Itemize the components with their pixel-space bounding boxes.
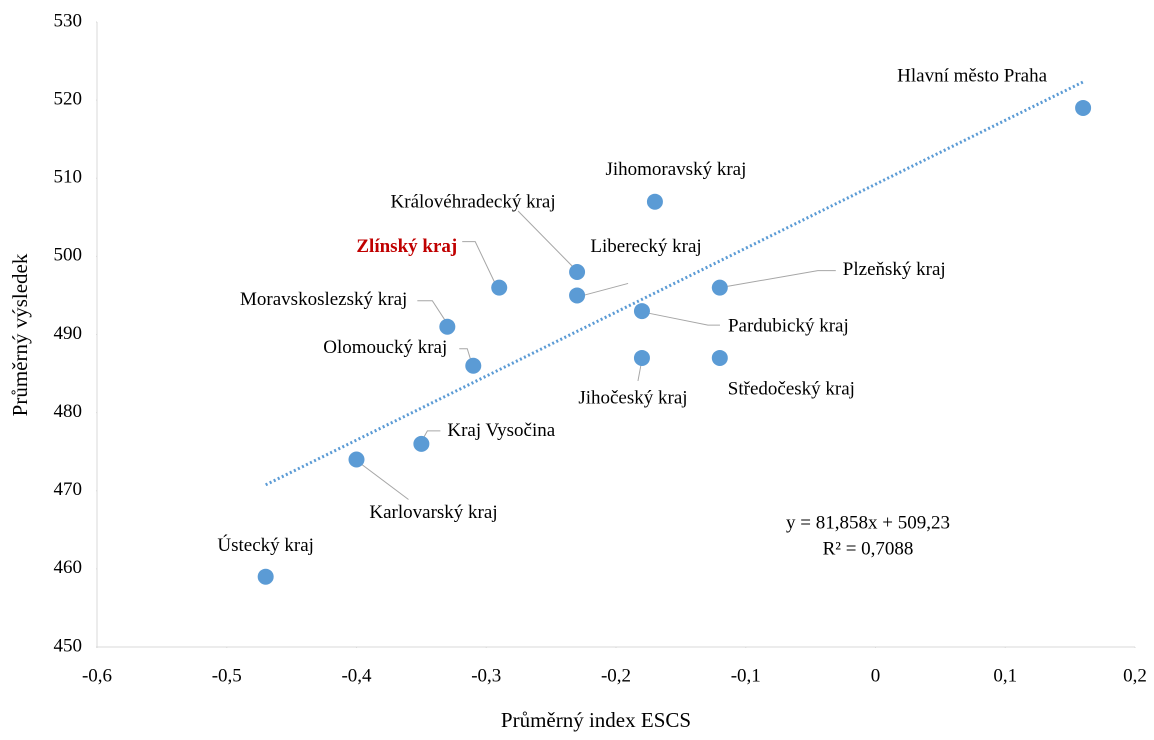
point-label: Jihomoravský kraj — [605, 159, 746, 180]
point-label: Moravskoslezský kraj — [240, 289, 407, 310]
y-tick-label: 530 — [54, 10, 83, 31]
y-tick-label: 450 — [54, 635, 83, 656]
point-label: Ústecký kraj — [217, 534, 314, 556]
point — [711, 279, 728, 296]
point-label: Olomoucký kraj — [323, 337, 447, 358]
y-axis-label: Průměrný výsledek — [8, 253, 32, 416]
y-tick-label: 460 — [54, 557, 83, 578]
x-tick-label: -0,2 — [601, 665, 631, 686]
y-tick-label: 490 — [54, 323, 83, 344]
x-tick-label: -0,4 — [341, 665, 372, 686]
leader-line — [417, 300, 446, 321]
point — [1075, 99, 1092, 116]
point-label: Pardubický kraj — [728, 315, 849, 336]
x-tick-label: -0,1 — [731, 665, 761, 686]
x-tick-label: -0,3 — [471, 665, 501, 686]
x-tick-label: 0,2 — [1123, 665, 1147, 686]
x-tick-label: -0,5 — [212, 665, 242, 686]
point — [439, 318, 456, 335]
point — [491, 279, 508, 296]
leader-line — [360, 463, 409, 500]
point — [257, 568, 274, 585]
point-label: Hlavní město Praha — [897, 65, 1047, 86]
x-tick-label: 0 — [871, 665, 881, 686]
y-tick-label: 480 — [54, 401, 83, 422]
point — [633, 303, 650, 320]
leader-line — [647, 312, 720, 326]
leader-line — [459, 348, 472, 362]
leader-line — [637, 364, 642, 382]
point — [413, 435, 430, 452]
point-label: Karlovarský kraj — [369, 502, 497, 523]
x-tick-label: -0,6 — [82, 665, 112, 686]
y-tick-label: 470 — [54, 479, 83, 500]
point — [646, 193, 663, 210]
leader-line — [517, 210, 574, 268]
x-axis-label: Průměrný index ESCS — [501, 708, 691, 732]
y-tick-label: 500 — [54, 245, 83, 266]
point-label: Plzeňský kraj — [843, 259, 946, 280]
point-label: Zlínský kraj — [356, 236, 457, 257]
leader-line — [582, 282, 629, 296]
point-label: Jihočeský kraj — [578, 387, 687, 408]
leader-line — [462, 241, 496, 284]
trend-r2: R² = 0,7088 — [823, 538, 914, 559]
y-tick-label: 510 — [54, 167, 83, 188]
point-label: Královéhradecký kraj — [391, 191, 556, 212]
point-label: Středočeský kraj — [728, 378, 855, 399]
point — [633, 349, 650, 366]
trend-equation: y = 81,858x + 509,23 — [786, 512, 950, 533]
point — [348, 451, 365, 468]
x-tick-label: 0,1 — [993, 665, 1017, 686]
point — [569, 287, 586, 304]
point — [711, 349, 728, 366]
y-tick-label: 520 — [54, 88, 83, 109]
trendline — [265, 80, 1084, 487]
point-label: Kraj Vysočina — [447, 420, 555, 441]
point — [569, 264, 586, 280]
leader-line — [725, 270, 836, 288]
point — [465, 357, 482, 374]
point-label: Liberecký kraj — [590, 236, 701, 257]
